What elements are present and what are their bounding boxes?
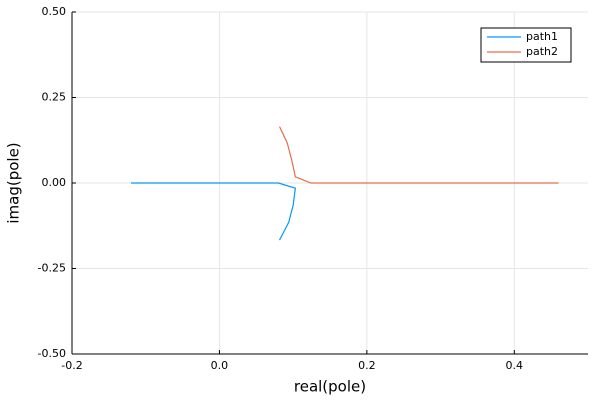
legend-label: path1 bbox=[526, 30, 558, 43]
y-tick-label: -0.50 bbox=[38, 347, 66, 360]
legend-label: path2 bbox=[526, 45, 558, 58]
y-tick-label: 0.00 bbox=[42, 176, 67, 189]
x-axis-label: real(pole) bbox=[294, 378, 366, 396]
x-tick-label: 0.4 bbox=[506, 359, 524, 372]
legend-box bbox=[480, 27, 572, 63]
y-tick-label: 0.25 bbox=[42, 91, 67, 104]
legend: path1 path2 bbox=[480, 27, 572, 63]
line bbox=[130, 182, 297, 241]
x-tick-label: 0.2 bbox=[358, 359, 376, 372]
line bbox=[278, 126, 559, 184]
y-tick-label: 0.50 bbox=[42, 5, 67, 18]
y-axis-label: imag(pole) bbox=[5, 142, 23, 223]
x-tick-label: -0.2 bbox=[61, 359, 82, 372]
y-tick-label: -0.25 bbox=[38, 262, 66, 275]
x-tick-label: 0.0 bbox=[211, 359, 229, 372]
